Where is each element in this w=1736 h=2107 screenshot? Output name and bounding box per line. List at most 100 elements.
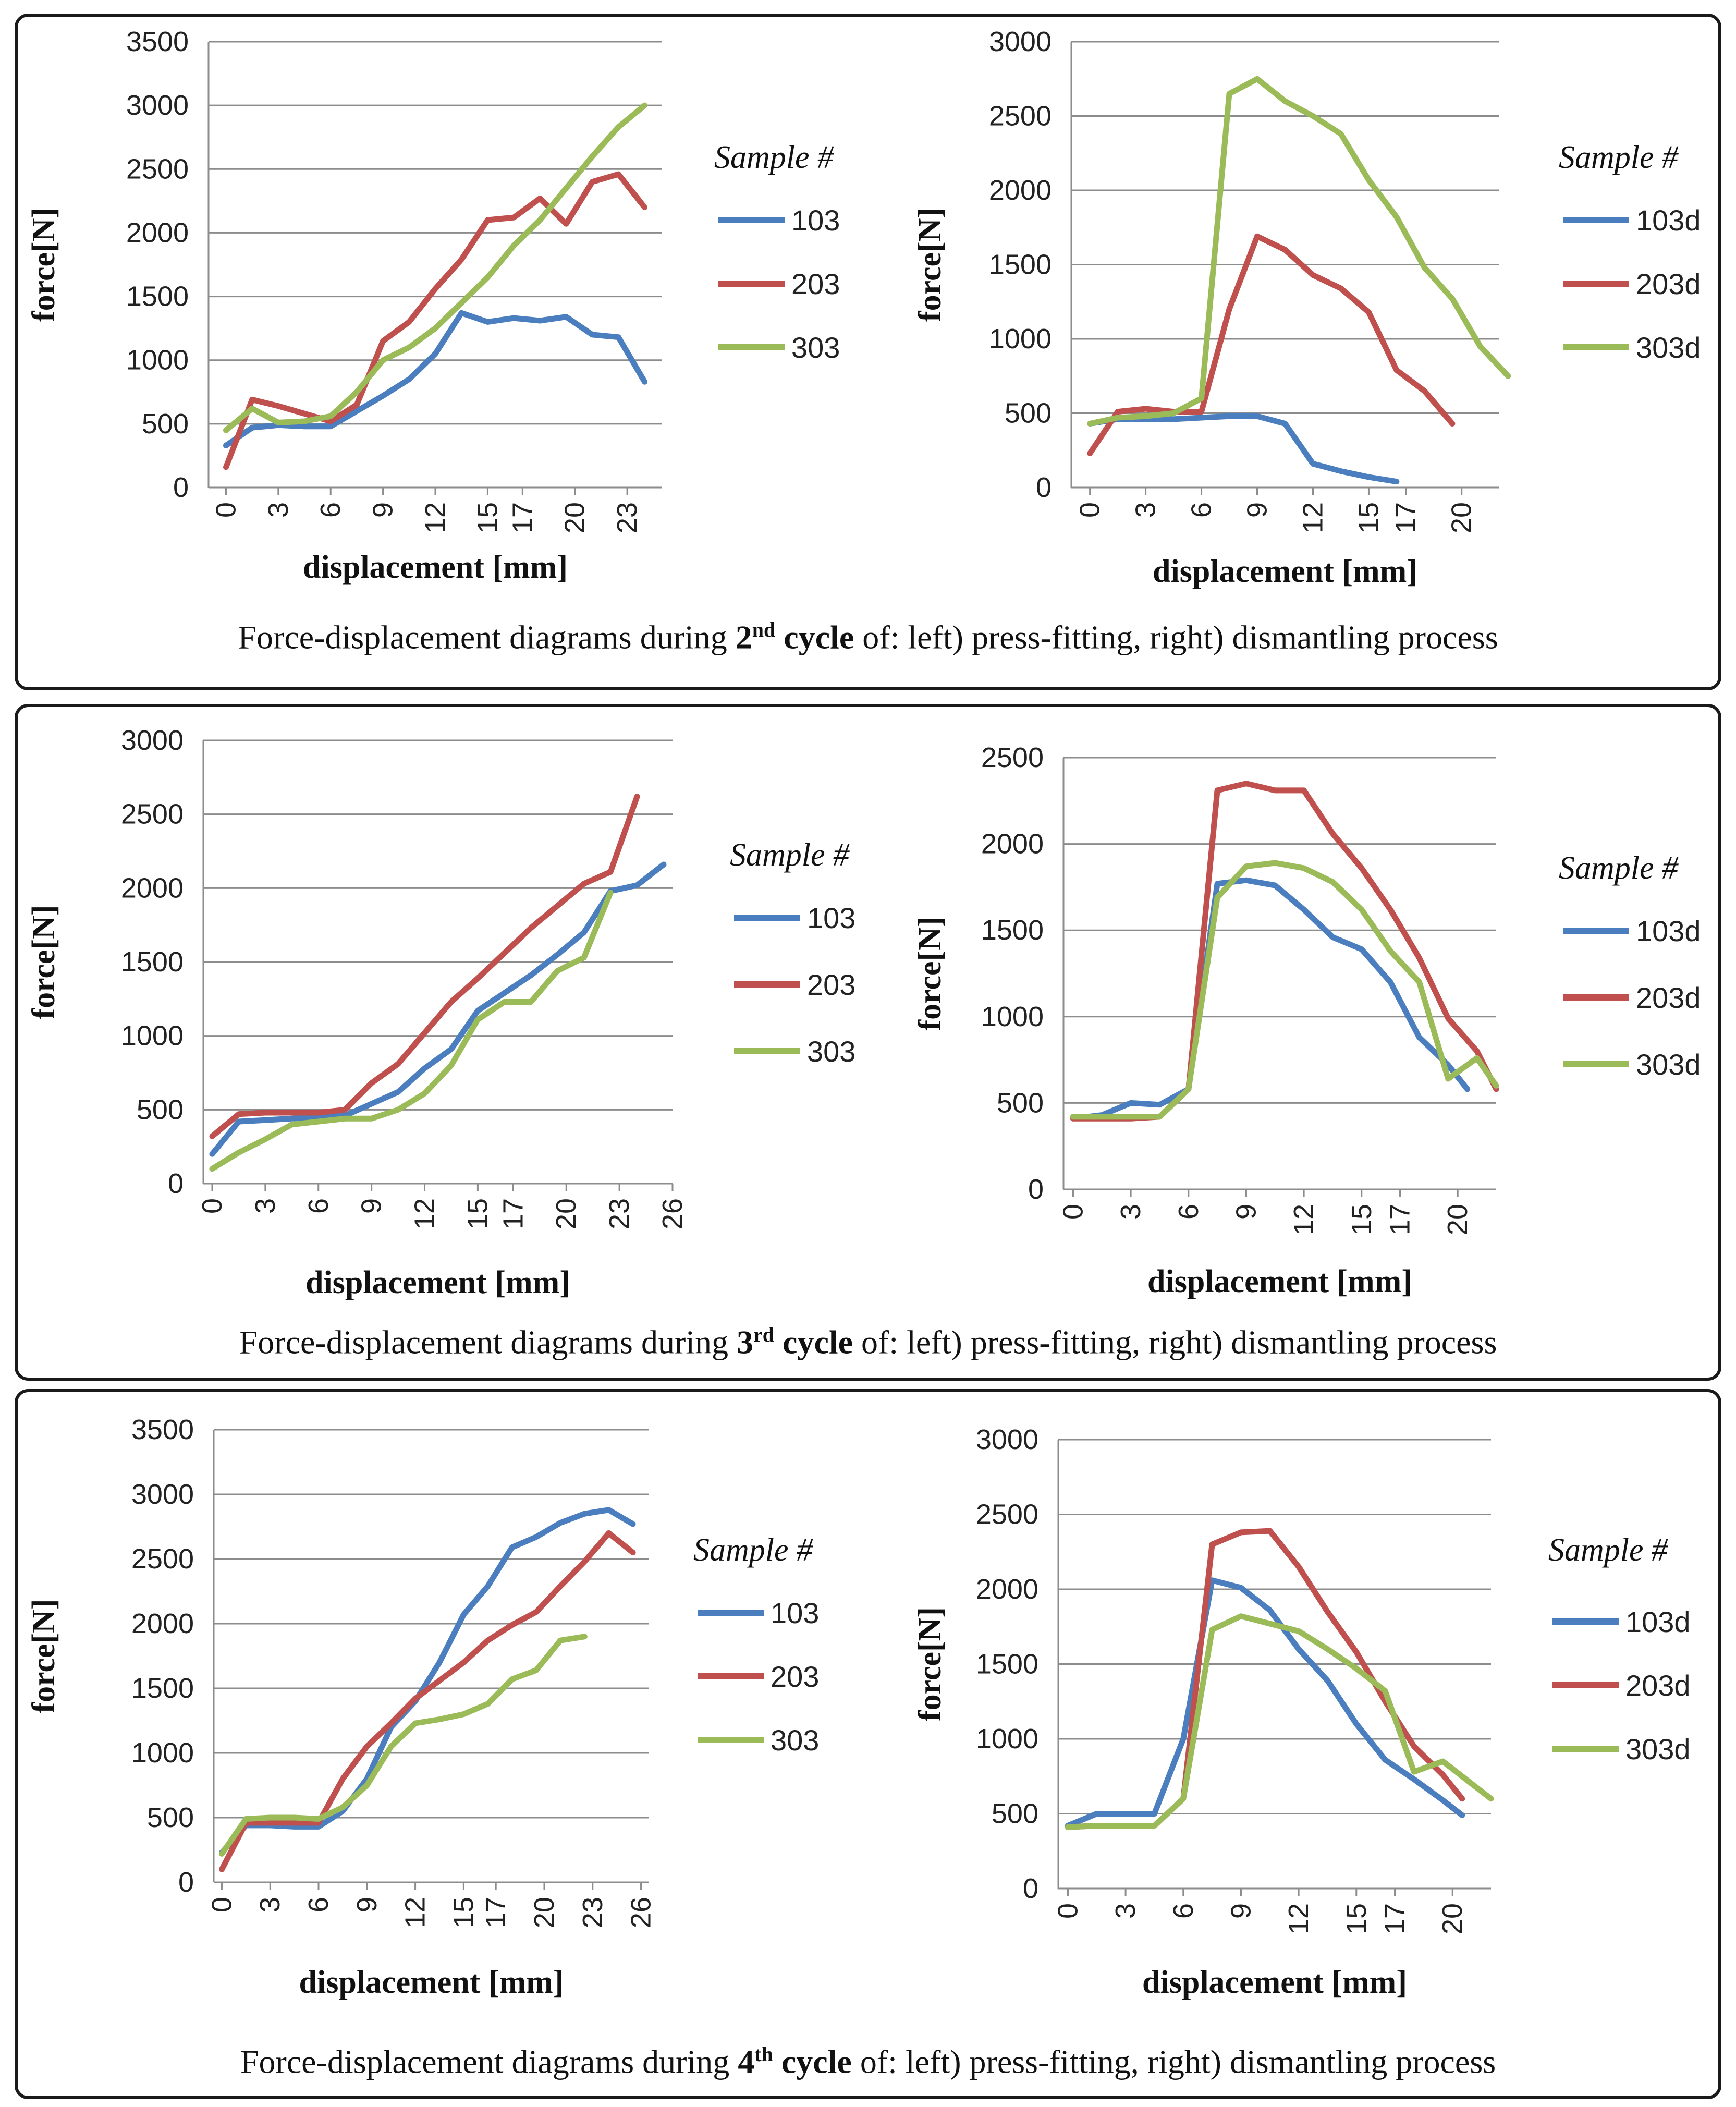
x-tick-label: 15 <box>462 1198 493 1229</box>
y-tick-label: 1500 <box>989 249 1052 281</box>
y-axis-title: force[N] <box>912 1607 948 1721</box>
legend-label-303d: 303d <box>1636 1048 1701 1081</box>
x-axis-title: displacement [mm] <box>1142 1965 1407 2000</box>
series-line-103d <box>1070 877 1471 1122</box>
chart-cycle2-press-fitting: 0 500 1000 1500 2000 2500 3000 3500 0 3 6 9 12 15 17 20… <box>26 26 840 585</box>
y-tick-label: 2500 <box>121 799 184 830</box>
series-line-203 <box>219 1530 636 1872</box>
legend-title: Sample # <box>714 140 834 175</box>
legend-label-303d: 303d <box>1625 1733 1691 1765</box>
y-tick-label: 0 <box>178 1867 194 1898</box>
legend-label-203d: 203d <box>1625 1669 1691 1702</box>
y-tick-label: 3000 <box>131 1479 194 1510</box>
series-line-103 <box>219 1507 636 1856</box>
x-tick-label: 20 <box>559 502 591 533</box>
caption-ordinal-suffix: rd <box>753 1323 775 1346</box>
legend-label-103d: 103d <box>1636 204 1701 237</box>
panel-cycle-2: Force-displacement diagrams during 2nd c… <box>15 14 1721 690</box>
chart-cycle3-press-fitting: 0 500 1000 1500 2000 2500 3000 0 3 6 9 12 15 17 20 23 26… <box>26 725 855 1300</box>
x-tick-label: 9 <box>1230 1204 1262 1220</box>
y-tick-label: 1500 <box>126 281 189 312</box>
series-line-103d <box>1087 413 1400 485</box>
x-tick-label: 12 <box>1297 502 1328 533</box>
x-tick-label: 3 <box>1130 502 1162 518</box>
y-tick-label: 2000 <box>126 217 189 248</box>
x-axis-title: displacement [mm] <box>1147 1264 1412 1299</box>
y-tick-label: 2000 <box>981 829 1044 860</box>
y-axis-title: force[N] <box>26 208 62 322</box>
legend-label-303d: 303d <box>1636 331 1701 364</box>
y-axis-title: force[N] <box>912 208 948 322</box>
x-tick-label: 6 <box>303 1897 334 1913</box>
y-tick-label: 1500 <box>121 946 184 978</box>
x-tick-label: 12 <box>1283 1903 1314 1934</box>
legend-label-103d: 103d <box>1636 915 1701 947</box>
legend-label-203: 203 <box>791 267 840 300</box>
y-tick-label: 500 <box>997 1087 1044 1118</box>
y-tick-label: 500 <box>142 408 189 440</box>
x-tick-label: 17 <box>1385 1204 1416 1235</box>
legend-title: Sample # <box>1559 850 1679 886</box>
x-tick-label: 23 <box>604 1198 635 1229</box>
x-tick-label: 15 <box>448 1897 479 1928</box>
y-tick-label: 3000 <box>126 90 189 121</box>
x-tick-label: 0 <box>1052 1903 1083 1919</box>
caption-ordinal-suffix: th <box>754 2042 773 2066</box>
y-tick-label: 0 <box>1036 472 1052 503</box>
caption-cycle-2: Force-displacement diagrams during 2nd c… <box>18 617 1718 656</box>
y-tick-label: 2500 <box>131 1543 194 1575</box>
caption-ordinal: 4 <box>738 2043 755 2080</box>
series-line-103 <box>209 861 667 1157</box>
legend-label-303: 303 <box>771 1724 819 1757</box>
y-tick-label: 0 <box>1028 1174 1044 1205</box>
y-tick-label: 3500 <box>131 1414 194 1445</box>
x-tick-label: 15 <box>472 502 503 533</box>
x-tick-label: 9 <box>1225 1903 1256 1919</box>
caption-text-post: of: left) press-fitting, right) dismantl… <box>851 2043 1496 2080</box>
caption-ordinal: 3 <box>737 1323 754 1361</box>
x-tick-label: 3 <box>1110 1903 1141 1919</box>
legend-title: Sample # <box>1559 140 1679 175</box>
x-tick-label: 9 <box>368 502 399 518</box>
legend-label-103d: 103d <box>1625 1605 1691 1638</box>
caption-text-pre: Force-displacement diagrams during <box>238 618 736 656</box>
legend-label-203d: 203d <box>1636 267 1701 300</box>
x-tick-label: 6 <box>315 502 346 518</box>
y-tick-label: 500 <box>147 1802 194 1833</box>
series-line-203d <box>1070 781 1499 1122</box>
x-tick-label: 17 <box>497 1198 529 1229</box>
x-tick-label: 20 <box>1442 1204 1473 1235</box>
caption-text-post: of: left) press-fitting, right) dismantl… <box>854 618 1498 656</box>
y-tick-label: 2500 <box>126 153 189 185</box>
y-tick-label: 1500 <box>131 1673 194 1704</box>
x-tick-label: 0 <box>1074 502 1106 518</box>
series-line-103d <box>1065 1577 1465 1829</box>
legend-label-303: 303 <box>791 331 840 364</box>
legend-label-103: 103 <box>791 204 840 237</box>
x-tick-label: 20 <box>1446 502 1477 533</box>
series-line-303d <box>1065 1613 1494 1830</box>
x-tick-label: 12 <box>1288 1204 1319 1235</box>
x-tick-label: 3 <box>254 1897 286 1913</box>
caption-text-post: of: left) press-fitting, right) dismantl… <box>853 1323 1497 1361</box>
series-line-303 <box>209 890 614 1172</box>
caption-text-pre: Force-displacement diagrams during <box>239 1323 737 1361</box>
y-axis-title: force[N] <box>26 905 62 1019</box>
y-tick-label: 2500 <box>976 1499 1038 1530</box>
y-tick-label: 3000 <box>976 1424 1038 1455</box>
x-tick-label: 12 <box>420 502 451 533</box>
legend-title: Sample # <box>730 837 850 873</box>
x-tick-label: 9 <box>351 1897 383 1913</box>
caption-cycle: cycle <box>774 1323 853 1361</box>
y-tick-label: 3000 <box>121 725 184 756</box>
y-tick-label: 1000 <box>981 1001 1044 1032</box>
y-tick-label: 500 <box>992 1798 1038 1830</box>
caption-cycle-3: Force-displacement diagrams during 3rd c… <box>18 1322 1718 1361</box>
series-line-303 <box>219 1634 588 1857</box>
y-tick-label: 3500 <box>126 26 189 57</box>
y-tick-label: 0 <box>173 472 189 503</box>
x-tick-label: 6 <box>1168 1903 1199 1919</box>
x-tick-label: 15 <box>1353 502 1384 533</box>
y-tick-label: 2000 <box>131 1608 194 1639</box>
x-tick-label: 20 <box>529 1897 560 1928</box>
